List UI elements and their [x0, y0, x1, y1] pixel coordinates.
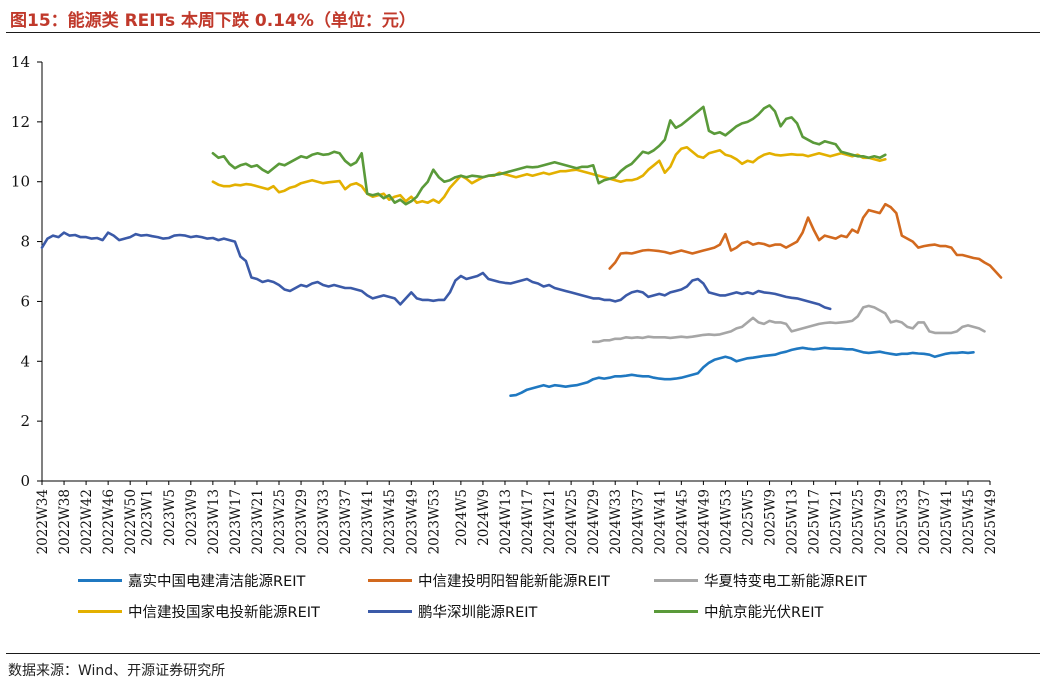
- x-tick-label: 2024W41: [652, 489, 668, 554]
- legend-label: 中航京能光伏REIT: [704, 604, 824, 621]
- x-tick-label: 2025W9: [763, 489, 779, 546]
- x-tick-label: 2023W5: [162, 489, 178, 546]
- x-tick-label: 2025W37: [917, 489, 933, 554]
- x-tick-label: 2023W9: [184, 489, 200, 546]
- x-tick-label: 2025W17: [807, 489, 823, 554]
- chart-plot-area: [40, 104, 1003, 398]
- x-tick-label: 2025W25: [851, 489, 867, 554]
- y-tick-label: 14: [11, 53, 30, 71]
- x-tick-label: 2023W29: [294, 489, 310, 554]
- x-tick-label: 2024W9: [476, 489, 492, 546]
- data-source-note: 数据来源：Wind、开源证券研究所: [8, 663, 226, 679]
- x-tick-label: 2022W50: [123, 489, 139, 554]
- legend-item-1: 嘉实中国电建清洁能源REIT: [78, 569, 305, 591]
- x-tick-label: 2025W49: [983, 489, 999, 554]
- legend-item-2: 中信建投明阳智能新能源REIT: [368, 569, 610, 591]
- x-tick-label: 2023W37: [338, 489, 354, 554]
- x-tick-label: 2025W21: [829, 489, 845, 554]
- legend-swatch: [78, 609, 122, 613]
- x-tick-label: 2025W45: [961, 489, 977, 554]
- x-tick-label: 2024W33: [608, 489, 624, 554]
- legend-item-3: 华夏特变电工新能源REIT: [654, 569, 867, 591]
- x-tick-label: 2025W41: [939, 489, 955, 554]
- legend-swatch: [368, 609, 412, 613]
- x-tick-label: 2023W33: [316, 489, 332, 554]
- x-tick-label: 2023W25: [272, 489, 288, 554]
- legend-item-5: 鹏华深圳能源REIT: [368, 600, 537, 622]
- series-line-2: [608, 202, 1003, 279]
- x-tick-label: 2024W5: [454, 489, 470, 546]
- x-tick-label: 2022W34: [35, 489, 51, 554]
- x-tick-label: 2023W49: [404, 489, 420, 554]
- series-line-4: [211, 146, 887, 204]
- x-tick-label: 2023W21: [250, 489, 266, 554]
- x-tick-label: 2024W29: [586, 489, 602, 554]
- x-tick-label: 2024W17: [520, 489, 536, 554]
- y-tick-label: 8: [20, 233, 30, 251]
- x-tick-label: 2025W5: [740, 489, 756, 546]
- series-line-3: [591, 304, 986, 344]
- series-line-1: [509, 346, 975, 398]
- x-tick-label: 2023W13: [206, 489, 222, 554]
- chart-axes: 0 2 4 6 8 10 12 14 2022W34 2022W38 2022W42 2022W46 2…: [11, 53, 999, 554]
- y-tick-label: 12: [11, 113, 30, 131]
- legend-label: 鹏华深圳能源REIT: [418, 604, 538, 621]
- x-tick-label: 2024W45: [674, 489, 690, 554]
- title-divider: [6, 32, 1040, 33]
- x-tick-label: 2022W42: [79, 489, 95, 554]
- x-tick-label: 2025W29: [873, 489, 889, 554]
- legend-item-4: 中信建投国家电投新能源REIT: [78, 600, 320, 622]
- y-tick-label: 10: [11, 173, 30, 191]
- x-tick-label: 2023W1: [140, 489, 156, 546]
- x-tick-label: 2023W17: [228, 489, 244, 554]
- figure-title: 图15：能源类 REITs 本周下跌 0.14%（单位：元）: [10, 11, 416, 31]
- x-tick-label: 2024W49: [696, 489, 712, 554]
- x-tick-label: 2023W41: [360, 489, 376, 554]
- x-tick-label: 2023W45: [382, 489, 398, 554]
- x-tick-label: 2023W53: [426, 489, 442, 554]
- legend-swatch: [654, 609, 698, 613]
- x-tick-label: 2024W21: [542, 489, 558, 554]
- x-tick-label: 2022W46: [101, 489, 117, 554]
- y-tick-label: 4: [20, 352, 30, 370]
- legend-label: 嘉实中国电建清洁能源REIT: [128, 573, 306, 590]
- legend-swatch: [654, 578, 698, 582]
- legend-swatch: [368, 578, 412, 582]
- y-tick-label: 0: [20, 472, 30, 490]
- series-line-6: [211, 104, 887, 206]
- footer-divider: [6, 653, 1040, 654]
- x-tick-label: 2024W25: [564, 489, 580, 554]
- y-tick-label: 6: [20, 292, 30, 310]
- x-tick-label: 2022W38: [57, 489, 73, 554]
- legend-label: 华夏特变电工新能源REIT: [704, 573, 867, 590]
- x-tick-label: 2025W13: [785, 489, 801, 554]
- x-tick-label: 2025W33: [895, 489, 911, 554]
- x-tick-label: 2024W37: [630, 489, 646, 554]
- series-line-5: [40, 231, 832, 311]
- legend-swatch: [78, 578, 122, 582]
- legend-item-6: 中航京能光伏REIT: [654, 600, 823, 622]
- x-tick-label: 2024W53: [718, 489, 734, 554]
- x-tick-label: 2024W13: [498, 489, 514, 554]
- line-chart: 0 2 4 6 8 10 12 14 2022W34 2022W38 2022W42 2022W46 2…: [11, 53, 1003, 554]
- y-tick-label: 2: [20, 412, 30, 430]
- legend-label: 中信建投国家电投新能源REIT: [128, 604, 320, 621]
- legend-label: 中信建投明阳智能新能源REIT: [418, 573, 610, 590]
